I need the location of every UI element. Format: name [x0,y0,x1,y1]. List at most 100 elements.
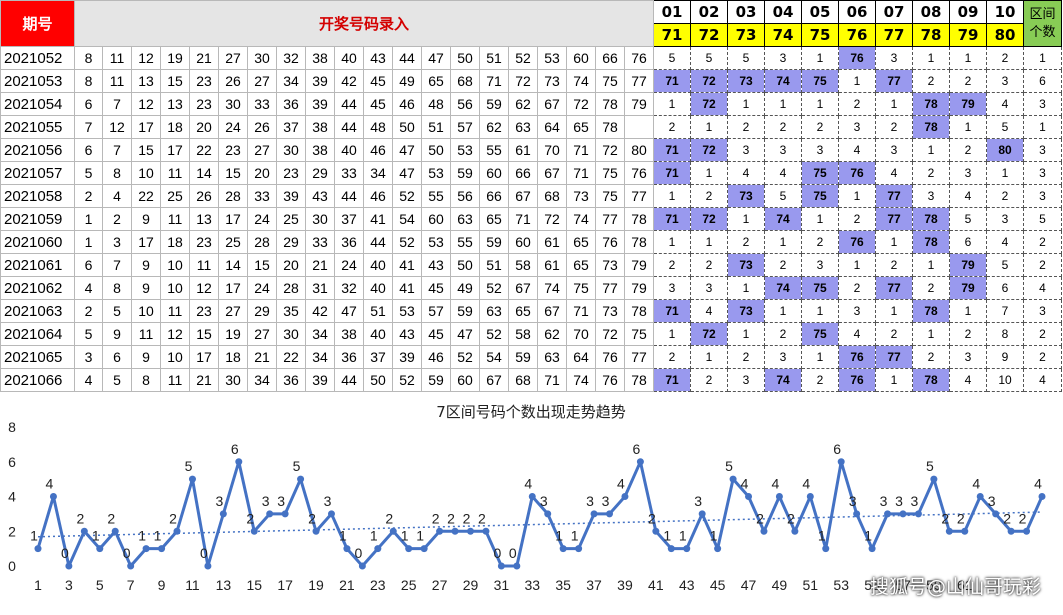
number-cell[interactable]: 52 [392,230,422,254]
number-cell[interactable]: 60 [450,368,480,392]
number-cell[interactable]: 2 [74,299,103,323]
number-cell[interactable]: 13 [131,69,161,93]
number-cell[interactable]: 44 [363,230,393,254]
number-cell[interactable]: 67 [508,184,538,208]
number-cell[interactable]: 12 [189,276,219,300]
zone-cell[interactable]: 4 [690,299,728,323]
number-cell[interactable]: 39 [305,69,335,93]
number-cell[interactable]: 40 [334,138,364,162]
number-cell[interactable]: 71 [479,69,509,93]
zone-cell[interactable]: 4 [949,184,987,208]
number-cell[interactable]: 33 [247,184,277,208]
number-cell[interactable]: 77 [595,207,625,231]
zone-cell[interactable]: 2 [875,322,913,346]
number-cell[interactable]: 78 [624,230,654,254]
number-cell[interactable]: 33 [334,161,364,185]
number-cell[interactable]: 21 [189,368,219,392]
number-cell[interactable]: 52 [392,184,422,208]
number-cell[interactable]: 53 [421,161,451,185]
zone-cell[interactable]: 78 [912,299,950,323]
number-cell[interactable]: 11 [102,69,132,93]
number-cell[interactable]: 36 [334,345,364,369]
number-cell[interactable]: 57 [450,115,480,139]
number-cell[interactable]: 24 [218,115,248,139]
number-cell[interactable]: 46 [363,138,393,162]
number-cell[interactable]: 78 [595,92,625,116]
zone-cell[interactable]: 1 [986,161,1024,185]
number-cell[interactable]: 10 [160,276,190,300]
number-cell[interactable]: 79 [624,276,654,300]
zone-cell[interactable]: 1 [912,138,950,162]
number-cell[interactable]: 52 [392,368,422,392]
zone-cell[interactable]: 3 [727,368,765,392]
number-cell[interactable]: 36 [276,368,306,392]
zone-cell[interactable]: 4 [986,92,1024,116]
number-cell[interactable]: 50 [392,115,422,139]
number-cell[interactable]: 5 [74,161,103,185]
number-cell[interactable]: 65 [421,69,451,93]
number-cell[interactable]: 34 [305,322,335,346]
number-cell[interactable]: 27 [247,322,277,346]
zone-cell[interactable]: 1 [912,322,950,346]
number-cell[interactable]: 36 [276,92,306,116]
period-cell[interactable]: 2021059 [0,207,75,231]
zone-cell[interactable]: 1 [949,115,987,139]
zone-cell[interactable]: 4 [875,161,913,185]
zone-cell[interactable]: 71 [653,368,691,392]
zone-base[interactable]: 78 [912,23,950,47]
number-cell[interactable]: 12 [160,322,190,346]
zone-cell[interactable]: 5 [690,46,728,70]
zone-cell[interactable]: 74 [764,69,802,93]
zone-cell[interactable]: 1 [875,92,913,116]
number-cell[interactable]: 59 [508,345,538,369]
number-cell[interactable]: 77 [624,184,654,208]
zone-cell[interactable]: 78 [912,207,950,231]
number-cell[interactable]: 42 [305,299,335,323]
zone-cell[interactable]: 79 [949,253,987,277]
number-cell[interactable]: 15 [247,253,277,277]
number-cell[interactable]: 37 [276,115,306,139]
number-cell[interactable]: 44 [334,368,364,392]
period-header[interactable]: 期号 [0,0,75,47]
number-cell[interactable]: 54 [479,345,509,369]
number-cell[interactable]: 47 [450,322,480,346]
zone-cell[interactable]: 78 [912,115,950,139]
zone-label[interactable]: 01 [653,0,691,24]
number-cell[interactable]: 40 [363,322,393,346]
number-cell[interactable]: 23 [218,138,248,162]
number-cell[interactable]: 37 [334,207,364,231]
zone-cell[interactable]: 2 [912,345,950,369]
zone-cell[interactable]: 1 [690,115,728,139]
number-cell[interactable]: 18 [160,230,190,254]
number-cell[interactable]: 52 [479,322,509,346]
zone-cell[interactable]: 75 [801,184,839,208]
number-cell[interactable]: 79 [624,92,654,116]
number-cell[interactable]: 24 [247,276,277,300]
number-cell[interactable]: 10 [160,253,190,277]
number-cell[interactable]: 21 [305,253,335,277]
zone-cell[interactable]: 76 [838,345,876,369]
number-cell[interactable]: 15 [131,138,161,162]
number-cell[interactable]: 53 [450,138,480,162]
zone-label[interactable]: 05 [801,0,839,24]
number-cell[interactable]: 7 [74,115,103,139]
zone-cell[interactable]: 1 [690,230,728,254]
number-cell[interactable]: 46 [363,184,393,208]
zone-base[interactable]: 74 [764,23,802,47]
number-cell[interactable]: 75 [624,322,654,346]
number-cell[interactable]: 40 [363,276,393,300]
count-cell[interactable]: 2 [1023,345,1062,369]
number-cell[interactable]: 37 [363,345,393,369]
number-cell[interactable]: 4 [74,368,103,392]
number-cell[interactable]: 24 [334,253,364,277]
zone-cell[interactable]: 1 [764,230,802,254]
count-cell[interactable]: 6 [1023,69,1062,93]
number-cell[interactable]: 43 [305,184,335,208]
zone-cell[interactable]: 3 [912,184,950,208]
number-cell[interactable]: 67 [479,368,509,392]
zone-cell[interactable]: 74 [764,276,802,300]
number-cell[interactable]: 32 [276,46,306,70]
zone-label[interactable]: 03 [727,0,765,24]
number-cell[interactable]: 21 [247,345,277,369]
zone-cell[interactable]: 76 [838,161,876,185]
